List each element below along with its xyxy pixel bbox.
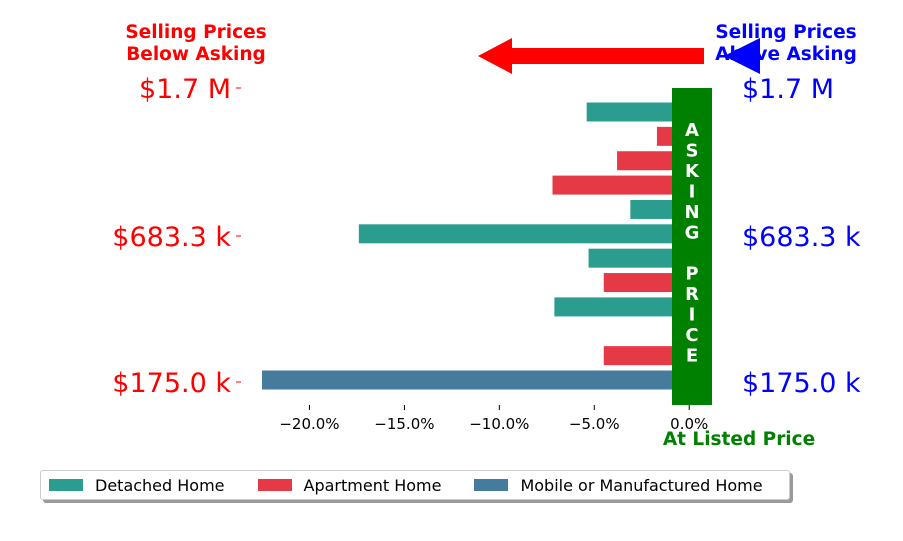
legend-item: Mobile or Manufactured Home xyxy=(474,475,763,495)
y-left-label: $1.7 M xyxy=(139,74,231,105)
asking-price-letter: S xyxy=(686,141,699,162)
legend-swatch xyxy=(474,479,509,491)
asking-price-letter: K xyxy=(685,161,700,182)
legend-label: Apartment Home xyxy=(303,475,442,495)
bar-7 xyxy=(588,248,690,268)
below-asking-header-line2: Below Asking xyxy=(126,44,266,65)
bar-12 xyxy=(261,370,690,390)
y-axis-ticks xyxy=(236,87,241,383)
bar-9 xyxy=(554,297,690,317)
bar-1 xyxy=(586,102,690,122)
legend-label: Mobile or Manufactured Home xyxy=(520,475,763,495)
asking-price-letter: A xyxy=(685,120,699,141)
asking-price-letter: R xyxy=(685,284,699,305)
below-asking-header-line1: Selling Prices xyxy=(125,22,266,43)
legend-label: Detached Home xyxy=(95,475,225,495)
bar-3 xyxy=(617,151,690,171)
bar-6 xyxy=(358,224,690,244)
bar-4 xyxy=(552,175,690,195)
bar-11 xyxy=(603,346,690,366)
bar-8 xyxy=(603,273,690,293)
right-arrow-icon xyxy=(724,38,760,74)
asking-price-letter: C xyxy=(685,325,698,346)
y-axis-right-labels: $1.7 M $683.3 k $175.0 k xyxy=(742,74,861,399)
x-tick-label: −15.0% xyxy=(374,415,434,433)
y-axis-left-labels: $1.7 M $683.3 k $175.0 k xyxy=(112,74,231,399)
y-right-label: $683.3 k xyxy=(742,222,861,253)
x-axis: −20.0% −15.0% −10.0% −5.0% 0.0% xyxy=(279,405,708,433)
legend-swatch xyxy=(49,479,83,491)
asking-price-letter: I xyxy=(689,182,696,203)
left-arrow-icon xyxy=(478,38,704,74)
asking-price-letter: G xyxy=(685,223,700,244)
y-right-label: $175.0 k xyxy=(742,368,861,399)
legend-item: Apartment Home xyxy=(257,475,442,495)
x-tick-label: −5.0% xyxy=(569,415,620,433)
legend-swatch xyxy=(257,479,292,491)
asking-price-letter: P xyxy=(685,264,698,285)
y-left-label: $175.0 k xyxy=(112,368,231,399)
above-asking-header-line1: Selling Prices xyxy=(715,22,856,43)
asking-price-letter: E xyxy=(686,346,698,367)
legend-item: Detached Home xyxy=(49,476,225,495)
x-tick-label: −10.0% xyxy=(469,415,529,433)
x-tick-label: −20.0% xyxy=(279,415,339,433)
asking-price-bar xyxy=(672,88,712,405)
y-right-label: $1.7 M xyxy=(742,74,834,105)
asking-price-letter: I xyxy=(689,305,696,326)
at-listed-price-label: At Listed Price xyxy=(663,429,815,450)
bars-layer xyxy=(261,102,711,390)
x-tick-label: 0.0% xyxy=(670,415,708,433)
legend: Detached Home Apartment Home Mobile or Man… xyxy=(40,470,790,500)
asking-price-letter: N xyxy=(684,202,699,223)
y-left-label: $683.3 k xyxy=(112,222,231,253)
